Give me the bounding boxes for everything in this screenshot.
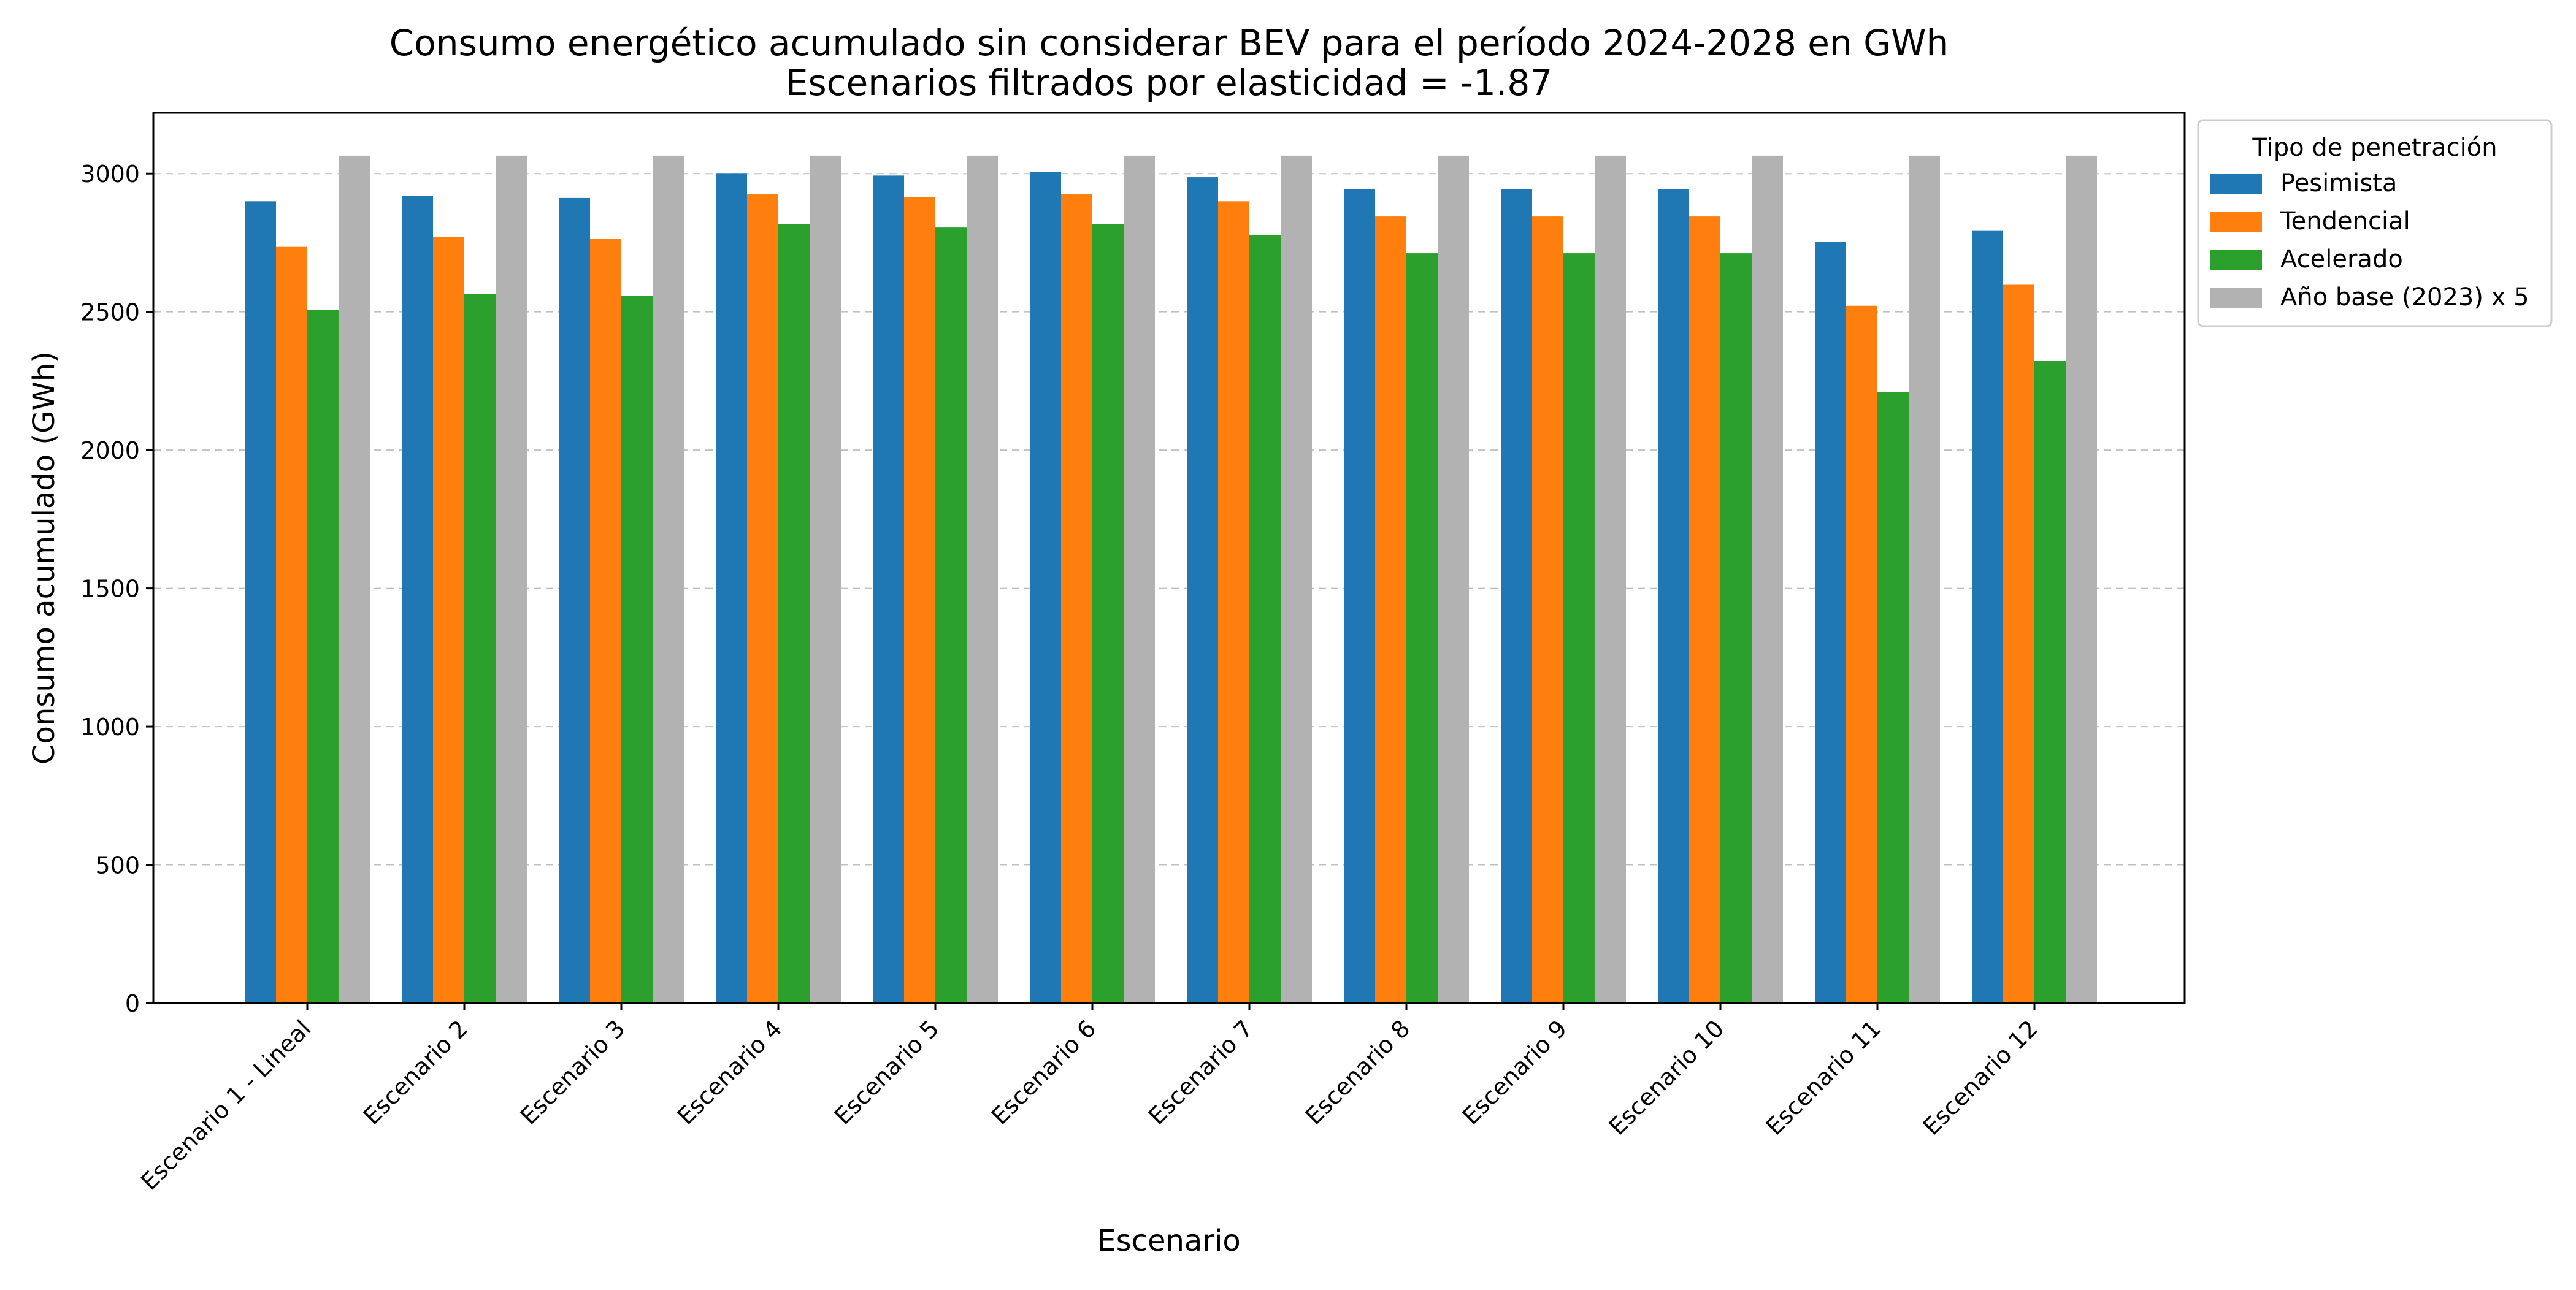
chart-subtitle: Escenarios filtrados por elasticidad = -… <box>786 62 1552 104</box>
bar-a-o-base-2023-x-5-3 <box>653 155 684 1003</box>
bar-pesimista-8 <box>1344 189 1375 1003</box>
bar-acelerado-8 <box>1406 253 1438 1004</box>
bar-a-o-base-2023-x-5-1 <box>339 155 370 1003</box>
x-tick-label: Escenario 4 <box>672 1015 787 1129</box>
bar-pesimista-6 <box>1030 172 1061 1003</box>
legend-entry-label: Pesimista <box>2280 169 2397 197</box>
bar-acelerado-2 <box>464 294 496 1004</box>
y-tick-label: 1000 <box>80 714 140 741</box>
bar-acelerado-10 <box>1720 253 1752 1004</box>
bar-pesimista-10 <box>1658 189 1689 1003</box>
bar-a-o-base-2023-x-5-2 <box>496 155 527 1003</box>
x-tick-label: Escenario 8 <box>1300 1015 1415 1129</box>
bar-acelerado-1 <box>307 310 339 1003</box>
bar-tendencial-8 <box>1375 216 1406 1003</box>
bar-tendencial-1 <box>276 246 307 1003</box>
bar-acelerado-4 <box>778 224 810 1003</box>
bar-a-o-base-2023-x-5-8 <box>1438 155 1469 1003</box>
bar-tendencial-3 <box>590 239 621 1003</box>
x-tick-label: Escenario 6 <box>986 1015 1101 1129</box>
bar-acelerado-9 <box>1563 253 1595 1004</box>
x-tick-label: Escenario 2 <box>358 1015 473 1129</box>
bar-a-o-base-2023-x-5-11 <box>1909 155 1940 1003</box>
bar-tendencial-12 <box>2003 284 2034 1003</box>
legend-frame <box>2197 119 2553 327</box>
x-tick-label: Escenario 5 <box>829 1015 944 1129</box>
bar-a-o-base-2023-x-5-6 <box>1124 155 1155 1003</box>
legend-entry-label: Acelerado <box>2280 245 2403 273</box>
bar-tendencial-2 <box>433 237 464 1004</box>
x-tick-label: Escenario 10 <box>1604 1015 1730 1140</box>
bar-acelerado-3 <box>621 296 653 1003</box>
x-tick-label: Escenario 9 <box>1457 1015 1572 1129</box>
x-axis-title: Escenario <box>1097 1224 1241 1258</box>
bar-tendencial-10 <box>1689 216 1720 1003</box>
bars <box>245 155 2097 1004</box>
bar-pesimista-9 <box>1501 189 1532 1003</box>
bar-acelerado-5 <box>935 227 967 1003</box>
bar-a-o-base-2023-x-5-12 <box>2066 155 2097 1003</box>
bar-a-o-base-2023-x-5-10 <box>1752 155 1783 1003</box>
legend-title: Tipo de penetración <box>2252 134 2497 162</box>
y-tick-label: 1500 <box>80 576 140 603</box>
bar-tendencial-7 <box>1218 201 1249 1004</box>
legend: Tipo de penetración Pesimista Tendencial A… <box>2197 119 2553 327</box>
bar-a-o-base-2023-x-5-9 <box>1595 155 1626 1003</box>
bar-pesimista-11 <box>1815 242 1846 1003</box>
bar-pesimista-12 <box>1972 230 2003 1003</box>
legend-entry-label: Tendencial <box>2280 207 2410 235</box>
y-tick-label: 2000 <box>80 437 140 464</box>
chart-title: Consumo energético acumulado sin conside… <box>389 22 1949 64</box>
bar-pesimista-7 <box>1187 177 1218 1003</box>
y-tick-label: 500 <box>95 852 140 879</box>
bar-tendencial-4 <box>747 194 778 1003</box>
legend-swatch <box>2210 174 2262 194</box>
x-tick-label: Escenario 12 <box>1918 1015 2044 1140</box>
y-tick-label: 3000 <box>80 161 140 188</box>
x-axis: Escenario 1 - Lineal Escenario 2 Escenario… <box>136 1003 2043 1195</box>
bar-pesimista-1 <box>245 201 276 1004</box>
y-axis: 0 500 1000 1500 2000 2500 3000 <box>80 161 153 1017</box>
x-tick-label: Escenario 11 <box>1761 1015 1887 1140</box>
y-axis-title: Consumo acumulado (GWh) <box>27 351 61 765</box>
legend-swatch <box>2210 212 2262 232</box>
x-tick-label: Escenario 1 - Lineal <box>136 1015 316 1195</box>
bar-a-o-base-2023-x-5-7 <box>1281 155 1312 1003</box>
bar-acelerado-11 <box>1877 392 1909 1003</box>
bar-pesimista-4 <box>716 173 747 1003</box>
bar-pesimista-3 <box>559 197 590 1003</box>
bar-acelerado-6 <box>1092 224 1124 1003</box>
x-tick-label: Escenario 3 <box>515 1015 630 1129</box>
plot-frame <box>152 112 2186 1004</box>
bar-pesimista-2 <box>402 196 433 1003</box>
bar-pesimista-5 <box>873 175 904 1004</box>
bar-acelerado-12 <box>2034 361 2066 1003</box>
legend-swatch <box>2210 288 2262 308</box>
bar-tendencial-5 <box>904 197 935 1003</box>
legend-swatch <box>2210 250 2262 270</box>
bar-tendencial-6 <box>1061 194 1092 1003</box>
bar-tendencial-11 <box>1846 305 1877 1004</box>
bar-acelerado-7 <box>1249 235 1281 1004</box>
x-tick-label: Escenario 7 <box>1143 1015 1258 1129</box>
bar-tendencial-9 <box>1532 216 1563 1003</box>
bar-a-o-base-2023-x-5-4 <box>810 155 841 1003</box>
y-tick-label: 0 <box>125 990 140 1017</box>
bar-a-o-base-2023-x-5-5 <box>967 155 998 1003</box>
y-tick-label: 2500 <box>80 299 140 326</box>
legend-entry-label: Año base (2023) x 5 <box>2280 283 2529 311</box>
